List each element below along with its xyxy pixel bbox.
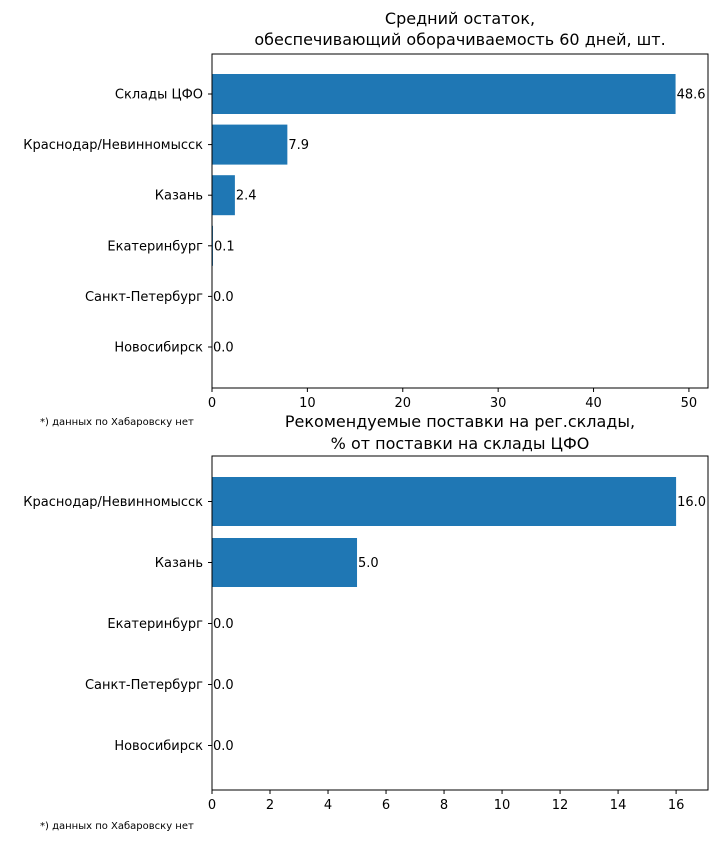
x-tick-label: 0 bbox=[208, 396, 216, 411]
value-label: 2.4 bbox=[236, 189, 257, 204]
footnote: *) данных по Хабаровску нет bbox=[40, 417, 194, 428]
x-tick-label: 40 bbox=[585, 396, 602, 411]
value-label: 0.0 bbox=[213, 739, 234, 754]
chart-1: Средний остаток, обеспечивающий оборачива… bbox=[23, 9, 709, 428]
x-tick-label: 16 bbox=[668, 798, 685, 813]
bar bbox=[212, 74, 676, 114]
category-label: Санкт-Петербург bbox=[85, 290, 203, 305]
x-tick-label: 2 bbox=[266, 798, 274, 813]
chart-title-line: % от поставки на склады ЦФО bbox=[331, 434, 590, 453]
category-label: Екатеринбург bbox=[107, 239, 203, 254]
x-tick-label: 4 bbox=[324, 798, 332, 813]
chart-2: Рекомендуемые поставки на рег.склады, % о… bbox=[23, 412, 709, 832]
chart-title-line: Рекомендуемые поставки на рег.склады, bbox=[285, 412, 635, 431]
x-tick-label: 12 bbox=[552, 798, 569, 813]
category-label: Склады ЦФО bbox=[115, 88, 203, 103]
value-label: 0.1 bbox=[214, 239, 235, 254]
x-tick-label: 14 bbox=[610, 798, 627, 813]
value-label: 16.0 bbox=[677, 495, 706, 510]
x-tick-label: 50 bbox=[681, 396, 698, 411]
value-label: 0.0 bbox=[213, 617, 234, 632]
bar bbox=[212, 124, 288, 165]
value-label: 0.0 bbox=[213, 290, 234, 305]
x-tick-label: 8 bbox=[440, 798, 448, 813]
x-tick-label: 0 bbox=[208, 798, 216, 813]
value-label: 0.0 bbox=[213, 678, 234, 693]
value-label: 5.0 bbox=[358, 556, 379, 571]
x-tick-label: 30 bbox=[490, 396, 507, 411]
x-tick-label: 10 bbox=[299, 396, 316, 411]
category-label: Казань bbox=[155, 556, 203, 571]
axes-frame bbox=[211, 53, 709, 389]
bar bbox=[212, 477, 677, 526]
x-tick-label: 10 bbox=[494, 798, 511, 813]
category-label: Екатеринбург bbox=[107, 617, 203, 632]
chart-title-line: Средний остаток, bbox=[385, 9, 535, 28]
x-tick-label: 6 bbox=[382, 798, 390, 813]
bar bbox=[212, 538, 358, 587]
footnote: *) данных по Хабаровску нет bbox=[40, 821, 194, 832]
value-label: 48.6 bbox=[677, 88, 706, 103]
value-label: 0.0 bbox=[213, 341, 234, 356]
category-label: Казань bbox=[155, 189, 203, 204]
bar bbox=[212, 175, 235, 216]
x-tick-label: 20 bbox=[394, 396, 411, 411]
chart-title-line: обеспечивающий оборачиваемость 60 дней, … bbox=[254, 30, 665, 49]
category-label: Новосибирск bbox=[114, 739, 203, 754]
axes-frame bbox=[211, 455, 709, 791]
category-label: Краснодар/Невинномысск bbox=[23, 138, 203, 153]
value-label: 7.9 bbox=[288, 138, 309, 153]
category-label: Новосибирск bbox=[114, 341, 203, 356]
category-label: Санкт-Петербург bbox=[85, 678, 203, 693]
category-label: Краснодар/Невинномысск bbox=[23, 495, 203, 510]
